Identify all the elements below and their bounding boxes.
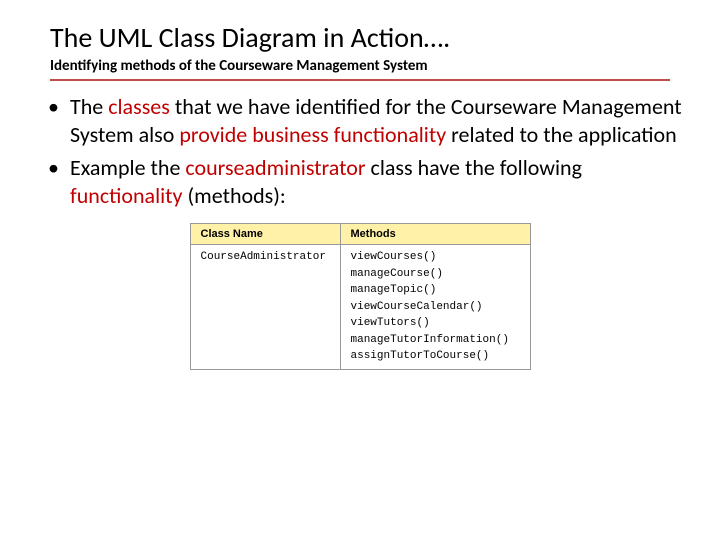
method-name: viewCourses() <box>351 251 437 263</box>
slide-subtitle: Identifying methods of the Courseware Ma… <box>50 57 670 81</box>
table-cell-classname: CourseAdministrator <box>190 245 340 370</box>
method-name: manageTopic() <box>351 284 437 296</box>
text-highlight: classes <box>108 93 175 120</box>
methods-table: Class Name Methods CourseAdministrator v… <box>190 223 531 370</box>
text-fragment: (methods): <box>188 182 286 209</box>
table-header-row: Class Name Methods <box>190 224 530 245</box>
method-name: viewTutors() <box>351 317 430 329</box>
table-container: Class Name Methods CourseAdministrator v… <box>30 223 690 370</box>
method-name: manageTutorInformation() <box>351 334 509 346</box>
method-name: manageCourse() <box>351 268 443 280</box>
bullet-item-1: The classes that we have identified for … <box>48 93 690 148</box>
slide-title: The UML Class Diagram in Action…. <box>30 20 690 55</box>
table-cell-methods: viewCourses() manageCourse() manageTopic… <box>340 245 530 370</box>
method-name: assignTutorToCourse() <box>351 350 490 362</box>
text-highlight: provide business functionality <box>179 121 451 148</box>
table-row: CourseAdministrator viewCourses() manage… <box>190 245 530 370</box>
text-highlight: courseadministrator <box>185 154 370 181</box>
text-fragment: related to the application <box>451 121 677 148</box>
text-fragment: Example the <box>70 154 185 181</box>
text-fragment: class have the following <box>371 154 582 181</box>
table-header-methods: Methods <box>340 224 530 245</box>
table-header-classname: Class Name <box>190 224 340 245</box>
bullet-list: The classes that we have identified for … <box>30 93 690 209</box>
method-name: viewCourseCalendar() <box>351 301 483 313</box>
bullet-item-2: Example the courseadministrator class ha… <box>48 154 690 209</box>
text-highlight: functionality <box>70 182 188 209</box>
text-fragment: The <box>70 93 108 120</box>
